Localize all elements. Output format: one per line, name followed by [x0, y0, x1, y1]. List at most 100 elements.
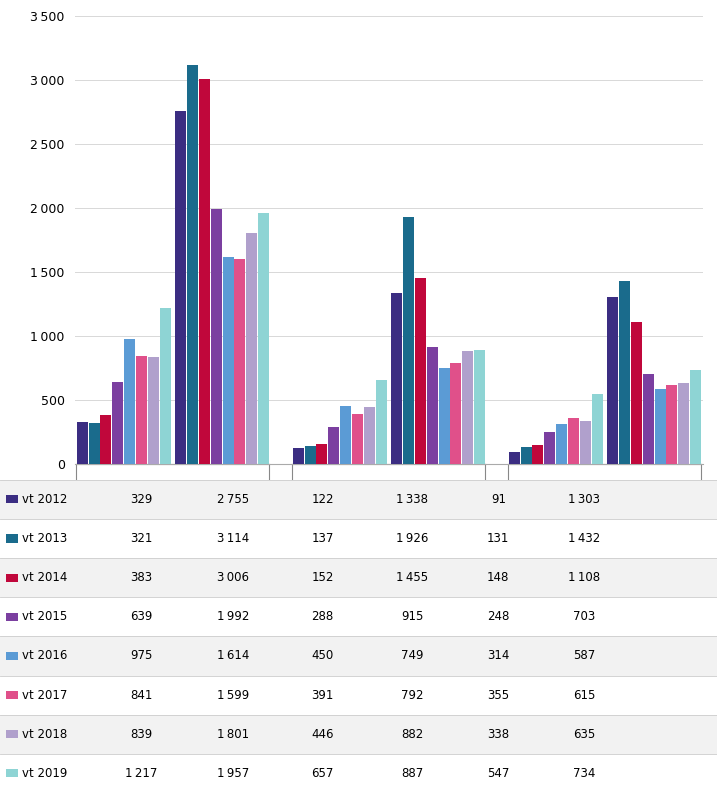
- Text: Avgifts-
befriade: Avgifts- befriade: [631, 498, 678, 519]
- Text: Behöriga: Behöriga: [361, 542, 417, 556]
- Text: Sökande: Sökande: [146, 542, 200, 556]
- Text: 355: 355: [488, 688, 509, 702]
- Text: 839: 839: [130, 728, 153, 741]
- Text: vt 2014: vt 2014: [22, 571, 67, 584]
- Text: vt 2013: vt 2013: [22, 532, 67, 545]
- Bar: [234, 259, 245, 464]
- Text: 3 006: 3 006: [217, 571, 249, 584]
- Bar: [160, 308, 171, 464]
- Text: 841: 841: [130, 688, 153, 702]
- Text: 248: 248: [487, 611, 510, 623]
- Bar: [0, 754, 717, 793]
- Text: Avgifts-
befriade: Avgifts- befriade: [415, 498, 462, 519]
- Bar: [316, 444, 328, 464]
- Bar: [580, 420, 591, 464]
- Bar: [6, 496, 18, 504]
- Bar: [533, 445, 543, 464]
- Bar: [678, 382, 689, 464]
- Bar: [148, 357, 158, 464]
- Text: 734: 734: [573, 767, 596, 780]
- Text: 288: 288: [311, 611, 334, 623]
- Bar: [643, 374, 654, 464]
- Text: 639: 639: [130, 611, 153, 623]
- Text: 1 303: 1 303: [569, 492, 600, 506]
- Text: 391: 391: [311, 688, 334, 702]
- Text: 383: 383: [130, 571, 153, 584]
- Bar: [6, 573, 18, 582]
- Bar: [340, 406, 351, 464]
- Text: 703: 703: [573, 611, 596, 623]
- Bar: [100, 415, 111, 464]
- Text: vt 2015: vt 2015: [22, 611, 67, 623]
- Bar: [376, 380, 386, 464]
- Bar: [211, 209, 222, 464]
- Text: 1 614: 1 614: [217, 649, 250, 662]
- Bar: [6, 691, 18, 699]
- Text: 1 108: 1 108: [569, 571, 600, 584]
- Bar: [6, 534, 18, 542]
- Bar: [136, 356, 147, 464]
- Bar: [0, 676, 717, 714]
- Text: 657: 657: [311, 767, 334, 780]
- Bar: [667, 385, 678, 464]
- Text: Avgifts-
befriade: Avgifts- befriade: [199, 498, 245, 519]
- Bar: [6, 613, 18, 621]
- Text: 446: 446: [311, 728, 334, 741]
- Text: 450: 450: [311, 649, 334, 662]
- Text: 1 926: 1 926: [396, 532, 429, 545]
- Bar: [293, 448, 304, 464]
- Text: 314: 314: [487, 649, 510, 662]
- Bar: [544, 432, 555, 464]
- Bar: [258, 213, 269, 464]
- Text: 2 755: 2 755: [217, 492, 249, 506]
- Bar: [176, 111, 186, 464]
- Text: vt 2019: vt 2019: [22, 767, 67, 780]
- Text: 1 599: 1 599: [217, 688, 249, 702]
- Bar: [619, 281, 630, 464]
- Bar: [556, 423, 567, 464]
- Bar: [0, 636, 717, 676]
- Text: 1 338: 1 338: [397, 492, 428, 506]
- Bar: [124, 339, 135, 464]
- Text: 1 957: 1 957: [217, 767, 249, 780]
- Bar: [450, 362, 462, 464]
- Text: vt 2012: vt 2012: [22, 492, 67, 506]
- Text: 137: 137: [311, 532, 334, 545]
- Text: 1 432: 1 432: [569, 532, 600, 545]
- Text: 329: 329: [130, 492, 153, 506]
- Bar: [6, 769, 18, 777]
- Bar: [509, 452, 520, 464]
- Text: 635: 635: [573, 728, 596, 741]
- Text: 148: 148: [487, 571, 510, 584]
- Text: 91: 91: [491, 492, 505, 506]
- Bar: [364, 407, 375, 464]
- Bar: [391, 293, 402, 464]
- Bar: [6, 730, 18, 738]
- Text: 792: 792: [401, 688, 424, 702]
- Bar: [439, 368, 450, 464]
- Text: Betalande: Betalande: [311, 492, 368, 503]
- Bar: [607, 297, 618, 464]
- Bar: [631, 322, 642, 464]
- Bar: [474, 351, 485, 464]
- Bar: [199, 79, 210, 464]
- Bar: [415, 278, 426, 464]
- Text: 152: 152: [311, 571, 334, 584]
- Bar: [305, 446, 315, 464]
- Bar: [0, 558, 717, 597]
- Text: vt 2018: vt 2018: [22, 728, 67, 741]
- Text: 321: 321: [130, 532, 153, 545]
- Text: Betalande: Betalande: [527, 492, 584, 503]
- Text: 131: 131: [487, 532, 510, 545]
- Text: 887: 887: [401, 767, 424, 780]
- Text: 338: 338: [488, 728, 509, 741]
- Text: 122: 122: [311, 492, 334, 506]
- Bar: [6, 652, 18, 660]
- Text: 1 992: 1 992: [217, 611, 250, 623]
- Bar: [77, 422, 88, 464]
- Text: 882: 882: [401, 728, 424, 741]
- Text: 1 801: 1 801: [217, 728, 249, 741]
- Text: Antagna: Antagna: [579, 542, 631, 556]
- Text: 749: 749: [401, 649, 424, 662]
- Text: 615: 615: [573, 688, 596, 702]
